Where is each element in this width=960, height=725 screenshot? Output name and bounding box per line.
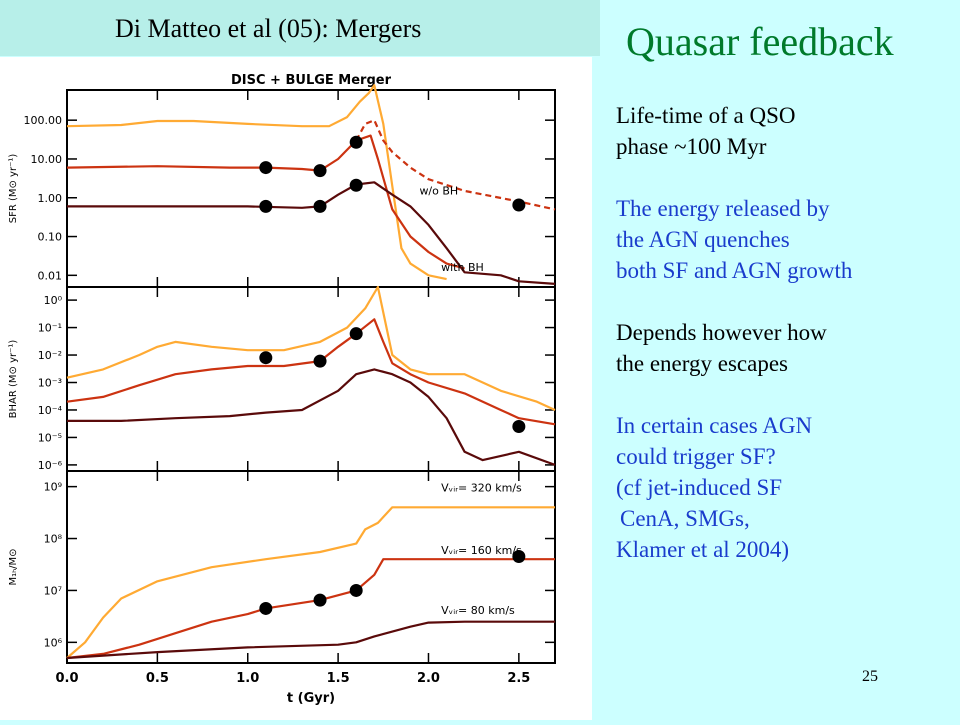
title-banner bbox=[0, 0, 600, 56]
y-axis-label: SFR (M⊙ yr⁻¹) bbox=[8, 154, 19, 224]
y-tick-label: 10⁶ bbox=[44, 636, 63, 649]
bullet-line: both SF and AGN growth bbox=[616, 258, 853, 283]
chart-title: DISC + BULGE Merger bbox=[231, 73, 392, 88]
y-tick-label: 10⁹ bbox=[44, 481, 62, 494]
bullet-line: Klamer et al 2004) bbox=[616, 537, 790, 562]
annotation-label: Vᵥᵢᵣ= 160 km/s bbox=[441, 544, 522, 557]
merger-chart: DISC + BULGE Merger 100.00 10.00 1.00 0.10 0.… bbox=[8, 73, 556, 706]
series-line-orange bbox=[66, 84, 447, 281]
series-line-darkred bbox=[66, 620, 555, 660]
panel-bhar: 10⁰ 10⁻¹ 10⁻² 10⁻³ 10⁻⁴ 10⁻⁵ 10⁻⁶ BHAR (M⊙ yr⁻¹… bbox=[8, 285, 556, 472]
y-tick-label: 10.00 bbox=[31, 153, 63, 166]
y-tick-label: 10⁻² bbox=[38, 349, 62, 362]
x-tick-label: 0.5 bbox=[146, 671, 169, 686]
data-point bbox=[259, 161, 273, 175]
data-point bbox=[313, 164, 327, 178]
bullet-line bbox=[616, 162, 956, 193]
series-line-orange bbox=[66, 285, 556, 411]
bullet-line: (cf jet-induced SF bbox=[616, 475, 783, 500]
y-tick-label: 10⁻⁵ bbox=[38, 431, 62, 444]
x-tick-label: 2.0 bbox=[417, 671, 440, 686]
slide-title: Quasar feedback bbox=[626, 19, 894, 64]
bullet-line: the AGN quenches bbox=[616, 227, 790, 252]
y-tick-label: 0.10 bbox=[38, 231, 63, 244]
series-line-red bbox=[66, 318, 556, 426]
data-point bbox=[259, 199, 273, 213]
data-point bbox=[313, 199, 327, 213]
y-tick-label: 10⁻³ bbox=[38, 377, 62, 390]
data-point bbox=[313, 354, 327, 368]
y-axis-label: M₁ₕ/M⊙ bbox=[8, 548, 19, 585]
y-tick-label: 10⁻⁴ bbox=[38, 404, 63, 417]
data-point bbox=[259, 351, 273, 365]
y-axis-label: BHAR (M⊙ yr⁻¹) bbox=[8, 340, 19, 419]
data-point bbox=[512, 550, 526, 564]
bullet-line: In certain cases AGN bbox=[616, 413, 813, 438]
series-line-darkred bbox=[67, 368, 556, 466]
bullet-line: the energy escapes bbox=[616, 351, 788, 376]
reference-title: Di Matteo et al (05): Mergers bbox=[115, 14, 422, 43]
panel-frame bbox=[66, 286, 556, 472]
series-line-darkred bbox=[67, 181, 556, 285]
data-point bbox=[349, 327, 363, 341]
bullet-line: Depends however how bbox=[616, 320, 827, 345]
annotation-label: with BH bbox=[441, 261, 484, 274]
annotation-label: Vᵥᵢᵣ= 320 km/s bbox=[441, 482, 522, 495]
x-tick-label: 0.0 bbox=[55, 671, 78, 686]
data-point bbox=[259, 601, 273, 615]
y-tick-label: 10⁰ bbox=[44, 294, 63, 307]
bullet-text: Life-time of a QSO phase ~100 Myr The ener… bbox=[616, 100, 956, 565]
bullet-line: The energy released by bbox=[616, 196, 830, 221]
series-line-orange bbox=[66, 506, 555, 659]
panel-frame bbox=[66, 89, 556, 288]
x-axis-label: t (Gyr) bbox=[287, 691, 335, 706]
annotation-label: Vᵥᵢᵣ= 80 km/s bbox=[441, 604, 515, 617]
data-point bbox=[349, 135, 363, 149]
bullet-line bbox=[616, 379, 956, 410]
y-tick-label: 10⁷ bbox=[44, 584, 62, 597]
bullet-line: phase ~100 Myr bbox=[616, 134, 767, 159]
data-point bbox=[313, 593, 327, 607]
panel-sfr: 100.00 10.00 1.00 0.10 0.01 SFR (M⊙ yr⁻¹) w/o … bbox=[8, 84, 556, 288]
annotation-label: w/o BH bbox=[419, 185, 458, 198]
series-line-red bbox=[355, 119, 556, 211]
y-tick-label: 1.00 bbox=[38, 192, 63, 205]
bullet-line bbox=[616, 286, 956, 317]
x-tick-label: 2.5 bbox=[507, 671, 530, 686]
y-tick-label: 0.01 bbox=[38, 269, 63, 282]
data-point bbox=[349, 583, 363, 597]
bullet-line: CenA, SMGs, bbox=[620, 506, 750, 531]
y-tick-label: 10⁻¹ bbox=[38, 322, 62, 335]
bullet-line: could trigger SF? bbox=[616, 444, 776, 469]
y-tick-label: 10⁸ bbox=[44, 533, 63, 546]
bullet-line: Life-time of a QSO bbox=[616, 103, 796, 128]
data-point bbox=[512, 420, 526, 434]
x-tick-label: 1.0 bbox=[236, 671, 259, 686]
data-point bbox=[349, 178, 363, 192]
panel-mbh: 10⁹ 10⁸ 10⁷ 10⁶ M₁ₕ/M⊙ Vᵥᵢᵣ= 320 km/s Vᵥᵢᵣ= 16… bbox=[8, 470, 556, 664]
y-tick-label: 100.00 bbox=[24, 114, 63, 127]
x-tick-label: 1.5 bbox=[327, 671, 350, 686]
panel-frame bbox=[66, 470, 556, 664]
page-number: 25 bbox=[862, 668, 878, 685]
data-point bbox=[512, 198, 526, 212]
y-tick-label: 10⁻⁶ bbox=[38, 459, 63, 472]
figure-panel: DISC + BULGE Merger 100.00 10.00 1.00 0.10 0.… bbox=[0, 57, 592, 720]
